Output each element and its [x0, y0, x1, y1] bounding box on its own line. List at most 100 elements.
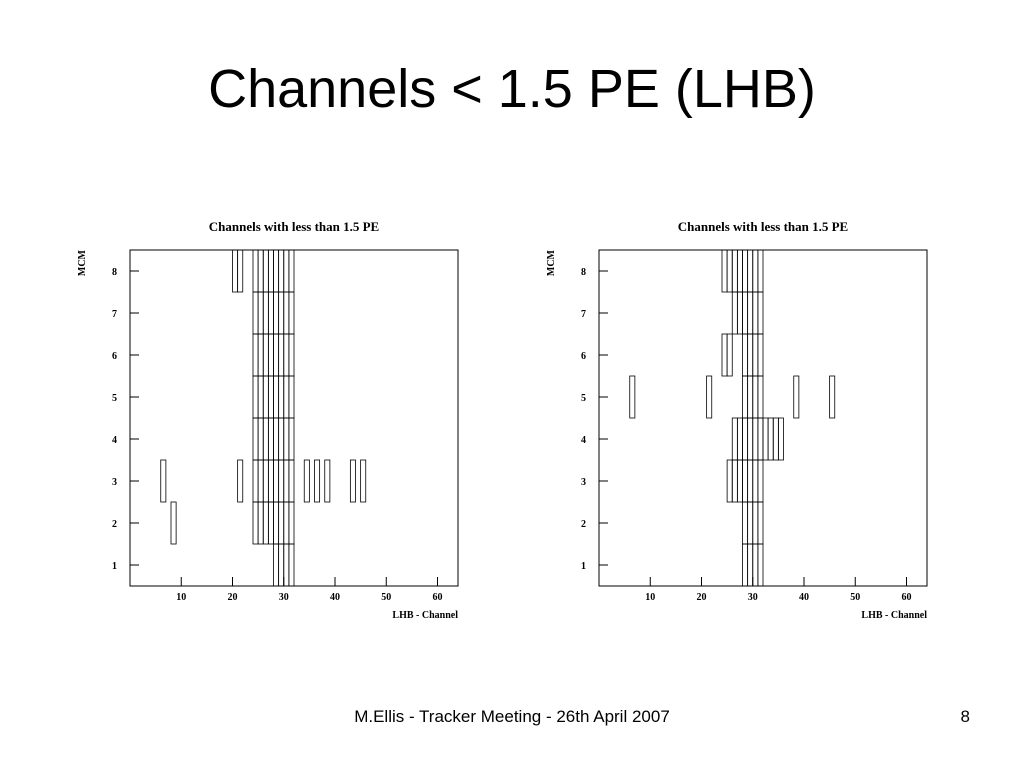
cell: [252, 333, 259, 377]
cell: [267, 249, 274, 293]
cell: [273, 543, 280, 587]
cell: [170, 501, 177, 545]
cell: [742, 375, 749, 419]
cell: [262, 333, 269, 377]
y-tick-label: 2: [112, 519, 117, 530]
cell: [257, 459, 264, 503]
cell: [726, 333, 733, 377]
page-number: 8: [960, 707, 970, 726]
cell: [273, 459, 280, 503]
cell: [283, 417, 290, 461]
cell: [273, 333, 280, 377]
cell: [752, 375, 759, 419]
y-tick-label: 7: [581, 309, 586, 320]
cell: [757, 543, 764, 587]
cell: [757, 375, 764, 419]
cell: [747, 291, 754, 335]
plot-frame: [598, 249, 928, 587]
cell: [252, 459, 259, 503]
cell: [283, 459, 290, 503]
cell: [742, 543, 749, 587]
cell: [288, 333, 295, 377]
y-axis-label: MCM: [77, 249, 88, 276]
cell: [752, 249, 759, 293]
cell: [257, 375, 264, 419]
cell: [777, 417, 784, 461]
cell: [742, 501, 749, 545]
y-tick-label: 7: [112, 309, 117, 320]
cell: [252, 291, 259, 335]
cell: [278, 459, 285, 503]
cell: [278, 291, 285, 335]
y-tick-label: 4: [581, 435, 586, 446]
cell: [721, 249, 728, 293]
y-tick-label: 4: [112, 435, 117, 446]
footer: M.Ellis - Tracker Meeting - 26th April 2…: [354, 707, 670, 726]
y-axis-label: MCM: [546, 249, 557, 276]
cell: [731, 459, 738, 503]
cell: [288, 417, 295, 461]
cell: [283, 501, 290, 545]
cell: [706, 375, 713, 419]
y-tick-label: 2: [581, 519, 586, 530]
cell: [742, 417, 749, 461]
cell: [736, 417, 743, 461]
cell: [232, 249, 239, 293]
cell: [731, 249, 738, 293]
cell: [752, 291, 759, 335]
cell: [757, 417, 764, 461]
cell: [731, 417, 738, 461]
plot-frame: [129, 249, 459, 587]
x-tick-label: 50: [850, 592, 860, 603]
cell: [257, 333, 264, 377]
cell: [349, 459, 356, 503]
cell: [288, 291, 295, 335]
y-tick-label: 8: [581, 267, 586, 278]
cell: [360, 459, 367, 503]
cell: [629, 375, 636, 419]
cell: [742, 249, 749, 293]
x-tick-label: 10: [176, 592, 186, 603]
cell: [772, 417, 779, 461]
cell: [757, 249, 764, 293]
y-tick-label: 8: [112, 267, 117, 278]
cell: [721, 333, 728, 377]
cell: [752, 459, 759, 503]
cell: [752, 501, 759, 545]
cell: [757, 291, 764, 335]
cell: [829, 375, 836, 419]
cell: [273, 291, 280, 335]
y-tick-label: 5: [581, 393, 586, 404]
cell: [742, 291, 749, 335]
cell: [731, 291, 738, 335]
x-tick-label: 40: [330, 592, 340, 603]
cell: [726, 459, 733, 503]
x-tick-label: 20: [697, 592, 707, 603]
cell: [747, 543, 754, 587]
cell: [252, 249, 259, 293]
cell: [267, 333, 274, 377]
cell: [262, 249, 269, 293]
cell: [283, 375, 290, 419]
cell: [288, 375, 295, 419]
cell: [257, 501, 264, 545]
cell: [283, 333, 290, 377]
cell: [757, 333, 764, 377]
x-tick-label: 60: [902, 592, 912, 603]
cell: [742, 333, 749, 377]
cell: [288, 501, 295, 545]
cell: [160, 459, 167, 503]
cell: [747, 249, 754, 293]
cell: [262, 459, 269, 503]
y-tick-label: 5: [112, 393, 117, 404]
cell: [267, 501, 274, 545]
x-tick-label: 10: [645, 592, 655, 603]
cell: [262, 375, 269, 419]
y-tick-label: 1: [112, 561, 117, 572]
chart-title: Channels with less than 1.5 PE: [678, 219, 848, 234]
cell: [262, 417, 269, 461]
cell: [314, 459, 321, 503]
cell: [283, 249, 290, 293]
